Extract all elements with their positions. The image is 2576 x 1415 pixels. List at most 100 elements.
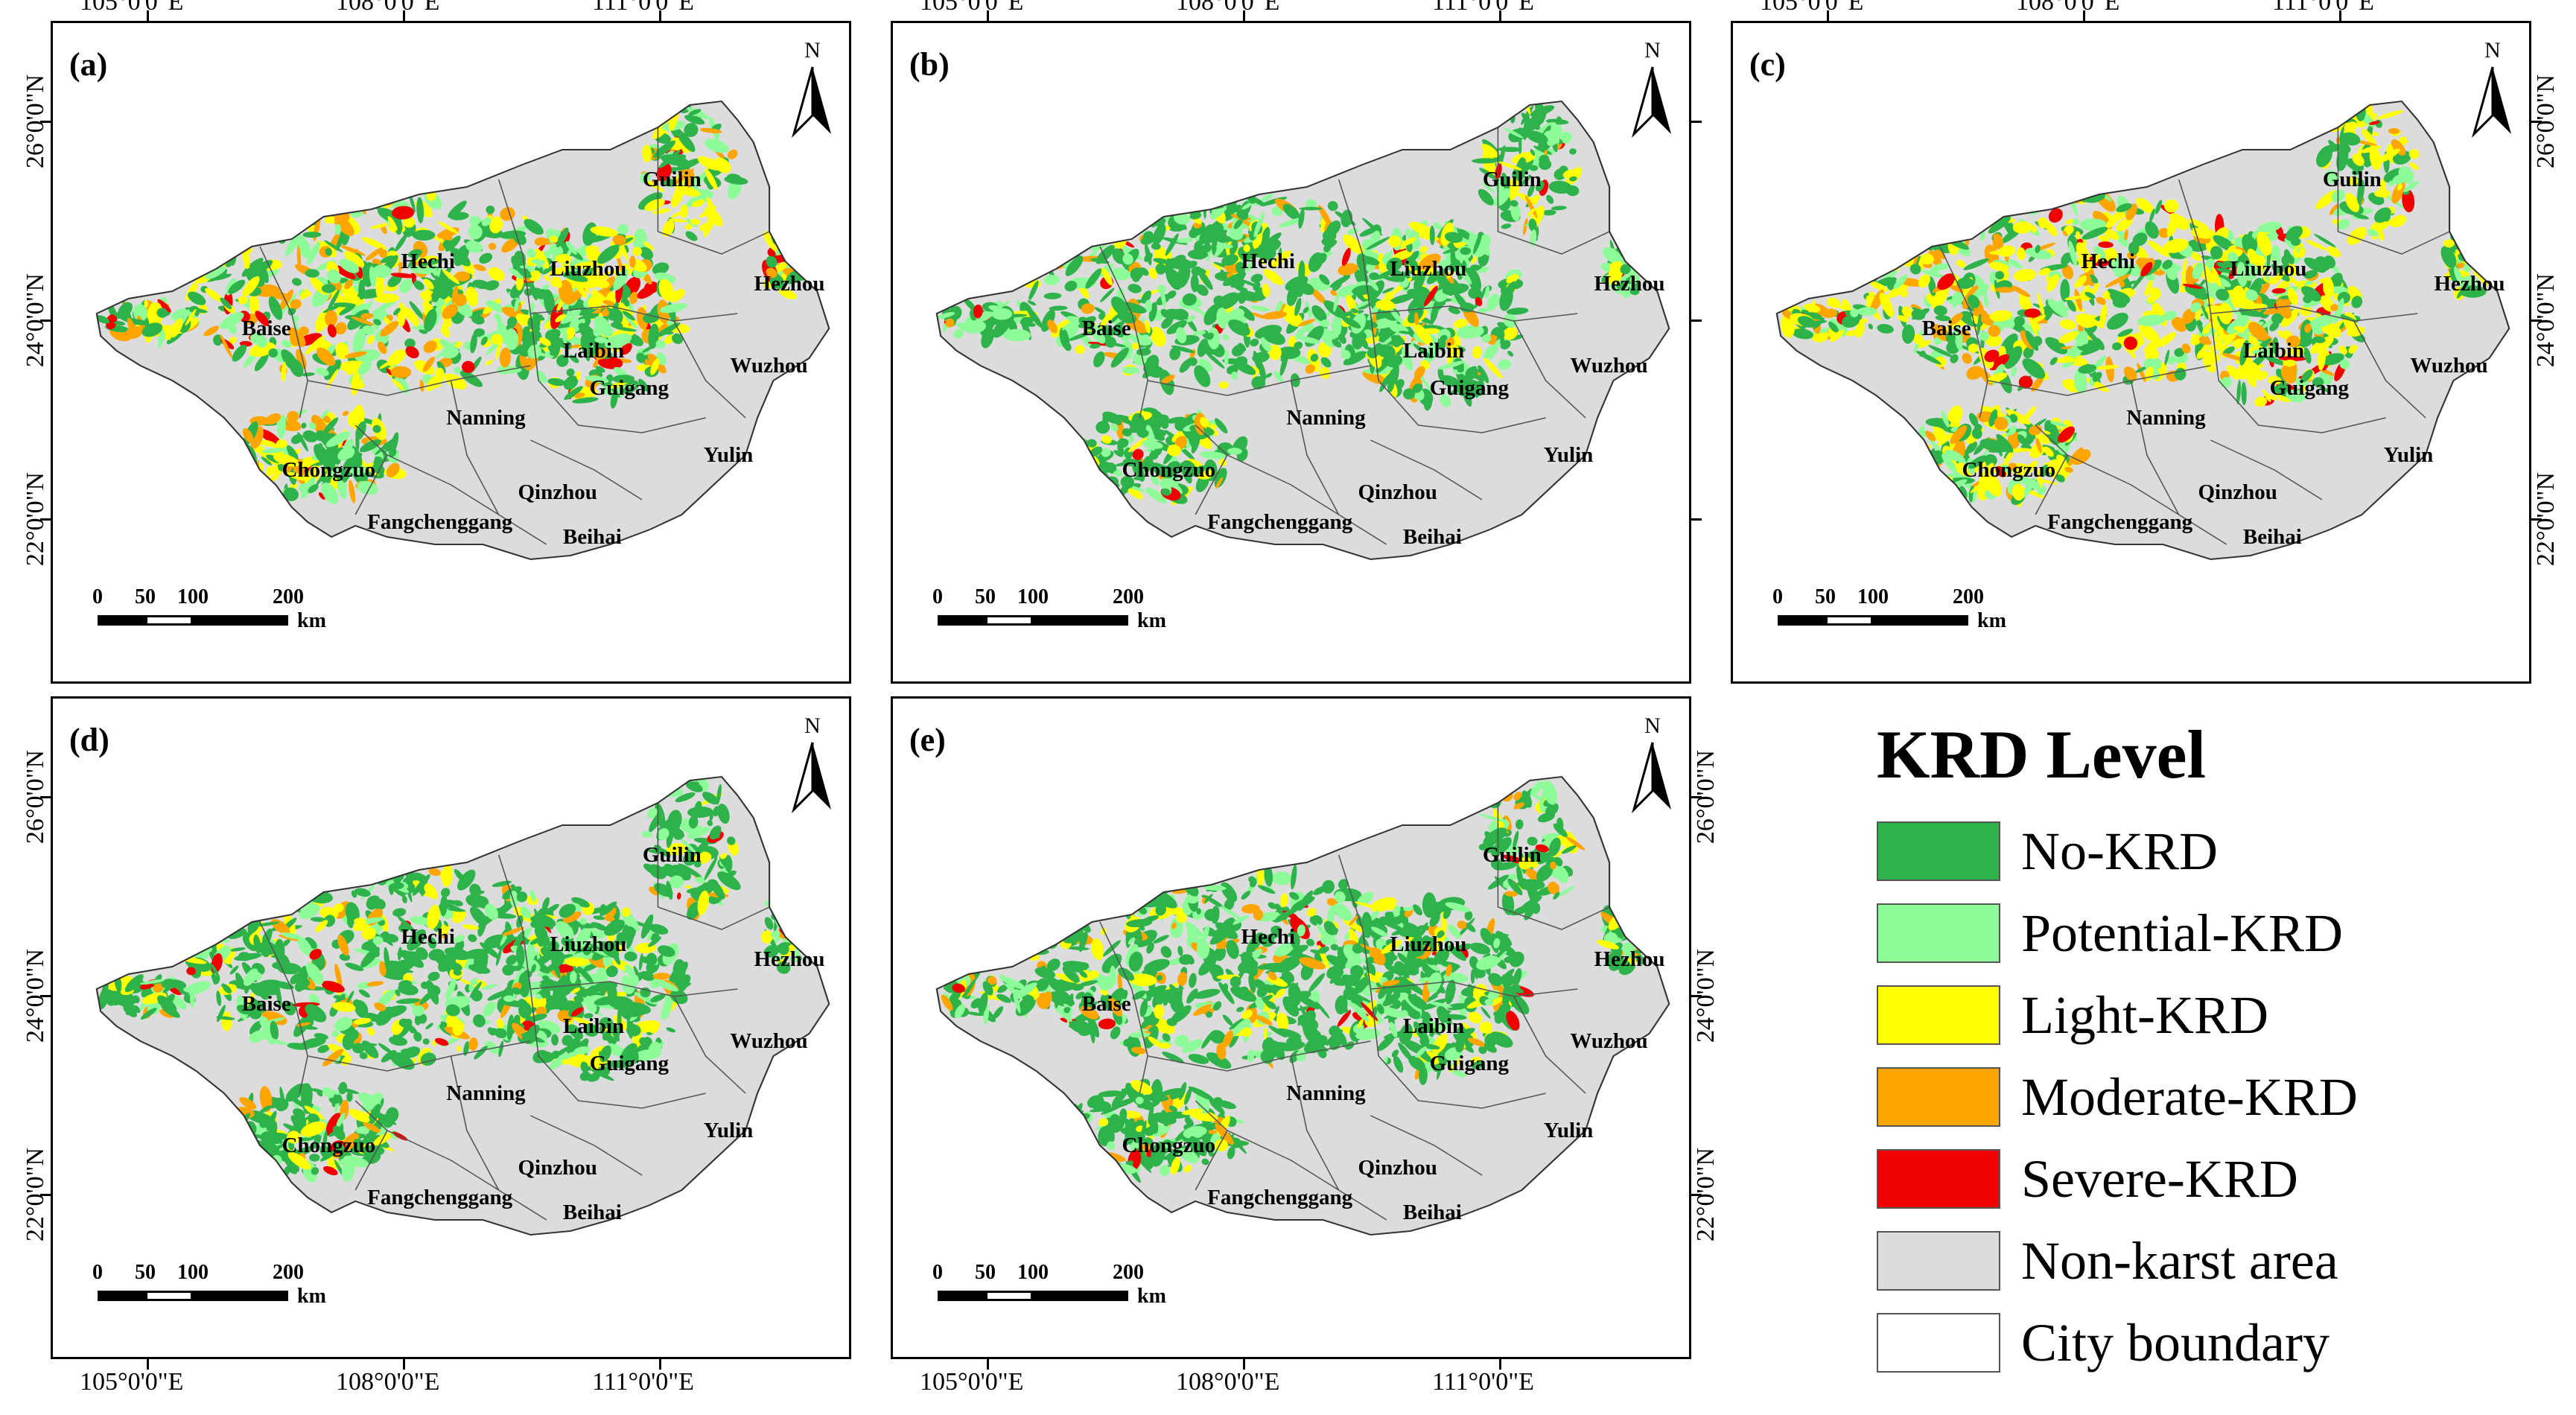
city-boundary xyxy=(387,1130,547,1221)
city-boundary xyxy=(497,179,532,314)
city-boundary xyxy=(354,424,388,515)
city-label: Hechi xyxy=(1241,249,1295,273)
legend-label: Non-karst area xyxy=(2021,1230,2338,1291)
city-boundary xyxy=(1195,424,1228,515)
city-boundary xyxy=(1497,803,1610,930)
north-arrow-icon: N xyxy=(790,38,835,142)
krd-patches xyxy=(1781,101,2494,507)
city-boundary xyxy=(1513,320,1586,419)
longitude-tick xyxy=(1243,10,1245,21)
city-boundary xyxy=(450,380,500,515)
city-boundary xyxy=(450,1055,500,1191)
longitude-tick xyxy=(1499,1359,1501,1370)
city-label: Chongzuo xyxy=(282,1133,376,1157)
longitude-label: 108°0'0"E xyxy=(1176,1368,1280,1396)
city-label: Hezhou xyxy=(1594,947,1665,971)
panel-label: (d) xyxy=(69,722,109,758)
city-label: Guigang xyxy=(1429,376,1510,400)
legend-item: City boundary xyxy=(1877,1302,2547,1384)
panel-label: (a) xyxy=(69,46,108,83)
city-boundary xyxy=(1195,1100,1228,1191)
city-label: Guigang xyxy=(589,376,670,400)
city-label: Chongzuo xyxy=(282,458,376,482)
legend: KRD Level No-KRD Potential-KRD Light-KRD Mo… xyxy=(1877,715,2547,1384)
latitude-tick xyxy=(1691,319,1702,322)
city-boundary xyxy=(657,127,770,255)
city-label: Liuzhou xyxy=(2230,257,2307,281)
city-label: Baise xyxy=(241,317,291,340)
city-label: Qinzhou xyxy=(1358,1156,1437,1180)
krd-patches xyxy=(98,777,814,1183)
city-label: Chongzuo xyxy=(1122,1133,1216,1157)
city-label: Baise xyxy=(1081,317,1131,340)
longitude-tick xyxy=(147,10,149,21)
city-boundary xyxy=(1370,988,1546,1109)
city-boundary xyxy=(529,988,706,1109)
latitude-tick xyxy=(1691,795,1702,798)
city-boundary xyxy=(530,439,643,500)
city-boundary xyxy=(530,305,738,322)
latitude-tick xyxy=(2531,518,2542,521)
latitude-tick xyxy=(40,1193,51,1196)
city-boundary xyxy=(2130,380,2180,515)
city-label: Fangchenggang xyxy=(367,510,513,534)
city-boundary xyxy=(530,1115,643,1176)
city-label: Beihai xyxy=(562,525,622,549)
longitude-tick xyxy=(987,10,989,21)
city-label: Beihai xyxy=(2242,525,2302,549)
latitude-tick xyxy=(1691,120,1702,123)
city-label: Guilin xyxy=(1482,843,1542,867)
city-label: Hechi xyxy=(401,925,455,949)
legend-label: Potential-KRD xyxy=(2021,903,2343,963)
longitude-tick xyxy=(659,1359,661,1370)
legend-label: City boundary xyxy=(2021,1312,2329,1373)
city-boundary xyxy=(1338,854,1372,990)
city-boundary xyxy=(1370,981,1578,997)
longitude-label: 111°0'0"E xyxy=(1432,1368,1534,1396)
city-label: Guilin xyxy=(2322,168,2382,191)
longitude-label: 108°0'0"E xyxy=(336,1368,440,1396)
city-label: Qinzhou xyxy=(518,1156,597,1180)
guangxi-map xyxy=(95,775,830,1236)
longitude-tick xyxy=(147,1359,149,1370)
map-panel: (b) Guilin Hechi Liuzhou Hezhou Baise Laibin Wu… xyxy=(891,21,1691,684)
city-label: Guilin xyxy=(1482,168,1542,191)
city-boundary xyxy=(673,996,746,1094)
city-label: Wuzhou xyxy=(1570,1029,1648,1053)
city-boundary xyxy=(1290,1055,1340,1191)
north-arrow-icon: N xyxy=(2470,38,2515,142)
city-label: Baise xyxy=(1921,317,1971,340)
city-boundary xyxy=(2353,320,2426,419)
city-boundary xyxy=(1370,1115,1483,1176)
city-label: Nanning xyxy=(2126,406,2206,430)
city-boundary xyxy=(2210,439,2323,500)
legend-item: No-KRD xyxy=(1877,810,2547,892)
city-boundary xyxy=(1370,313,1546,433)
city-label: Laibin xyxy=(562,339,625,363)
longitude-label: 108°0'0"E xyxy=(336,0,440,16)
longitude-tick xyxy=(403,10,405,21)
longitude-tick xyxy=(403,1359,405,1370)
city-label: Nanning xyxy=(1286,1081,1366,1105)
longitude-label: 111°0'0"E xyxy=(592,1368,694,1396)
city-label: Guilin xyxy=(642,843,702,867)
krd-patches xyxy=(941,780,1646,1183)
city-label: Laibin xyxy=(1402,1014,1465,1038)
city-label: Wuzhou xyxy=(730,1029,808,1053)
legend-swatch xyxy=(1877,903,2000,963)
legend-swatch xyxy=(1877,1231,2000,1291)
north-arrow-icon: N xyxy=(1630,38,1675,142)
legend-swatch xyxy=(1877,1149,2000,1209)
city-label: Liuzhou xyxy=(1390,257,1467,281)
legend-label: Severe-KRD xyxy=(2021,1148,2298,1209)
city-boundary xyxy=(307,365,531,396)
city-label: Qinzhou xyxy=(2198,480,2277,504)
city-label: Yulin xyxy=(1543,443,1594,467)
panel-label: (c) xyxy=(1749,46,1786,83)
city-label: Guigang xyxy=(589,1052,670,1075)
city-label: Fangchenggang xyxy=(1207,1186,1353,1209)
city-boundary xyxy=(2210,313,2386,433)
city-boundary xyxy=(1497,127,1610,255)
city-boundary xyxy=(1227,1130,1387,1221)
city-label: Liuzhou xyxy=(1390,932,1467,956)
